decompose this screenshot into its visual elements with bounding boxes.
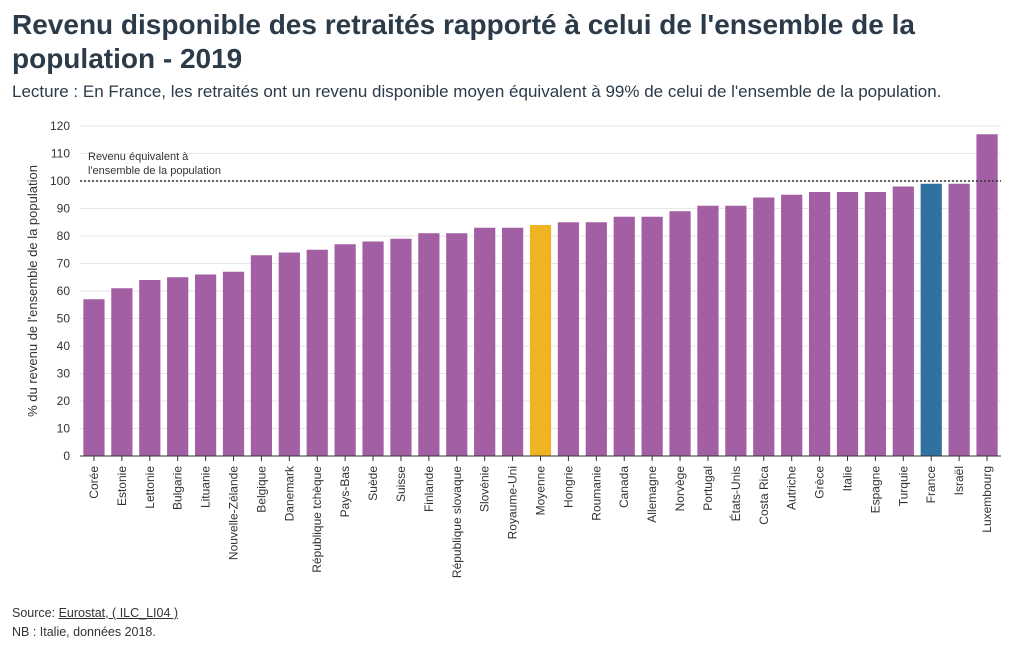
x-tick-label: Danemark [282,465,296,521]
y-tick-label: 60 [57,284,71,298]
y-tick-label: 10 [57,422,71,436]
bar-5[interactable] [222,271,245,456]
bar-14[interactable] [474,227,496,456]
y-tick-label: 90 [57,202,71,216]
bar-26[interactable] [808,192,831,456]
x-tick-label: Finlande [422,466,436,512]
x-tick-label: Slovénie [478,466,492,512]
bar-9[interactable] [334,244,356,456]
bar-22[interactable] [697,205,719,456]
bar-10[interactable] [362,241,384,457]
footnote: NB : Italie, données 2018. [12,625,156,639]
bar-6[interactable] [250,255,273,456]
bar-7[interactable] [278,252,300,457]
bar-32[interactable] [976,134,998,456]
x-tick-label: Bulgarie [171,466,185,510]
bar-21[interactable] [669,211,691,456]
y-tick-label: 50 [57,312,71,326]
x-tick-label: États-Unis [728,466,743,521]
chart-title: Revenu disponible des retraités rapporté… [12,9,915,74]
x-tick-label: République slovaque [450,466,464,578]
bar-13[interactable] [446,233,468,456]
bar-16[interactable] [529,225,552,456]
y-tick-label: 40 [57,339,71,353]
x-tick-label: Italie [841,466,855,492]
y-tick-label: 0 [63,449,70,463]
x-tick-label: Autriche [785,466,799,510]
x-tick-label: Allemagne [645,466,659,523]
y-tick-label: 120 [50,119,70,133]
x-tick-label: Norvège [673,466,687,512]
x-tick-label: Canada [617,466,631,508]
x-tick-label: Roumanie [589,466,603,521]
bar-20[interactable] [641,216,663,456]
bar-4[interactable] [194,274,217,457]
bar-29[interactable] [892,186,914,457]
x-tick-label: Portugal [701,466,715,511]
bar-25[interactable] [781,194,803,456]
source-line: Source: Eurostat, ( ILC_LI04 ) [12,604,178,623]
bar-12[interactable] [418,233,440,456]
x-tick-label: Suisse [394,466,408,502]
x-tick-label: Estonie [115,466,129,506]
x-tick-label: France [924,466,938,504]
bar-2[interactable] [139,280,161,456]
bar-8[interactable] [306,249,328,456]
chart-footer: Source: Eurostat, ( ILC_LI04 ) NB : Ital… [12,604,178,642]
x-tick-label: Israël [952,466,966,495]
y-tick-label: 20 [57,394,71,408]
bar-11[interactable] [390,238,412,456]
reference-line-label: Revenu équivalent à l'ensemble de la popu… [88,151,221,177]
x-tick-label: Corée [87,466,101,499]
x-tick-label: Turquie [896,466,910,507]
x-tick-label: République tchèque [310,466,324,573]
x-tick-label: Espagne [868,466,882,514]
bar-24[interactable] [753,197,775,457]
y-tick-label: 100 [50,174,70,188]
source-prefix: Source: [12,606,59,620]
chart-subtitle: Lecture : En France, les retraités ont u… [12,82,942,101]
y-tick-label: 110 [51,147,70,161]
x-tick-label: Nouvelle-Zélande [227,466,241,560]
x-tick-label: Belgique [254,466,268,513]
bar-0[interactable] [83,299,105,456]
x-tick-label: Suède [366,466,380,501]
bar-28[interactable] [864,192,887,456]
y-tick-label: 70 [57,257,71,271]
bar-19[interactable] [613,216,635,456]
x-tick-label: Pays-Bas [338,466,352,517]
x-tick-label: Costa Rica [757,466,771,525]
y-tick-label: 80 [57,229,71,243]
x-tick-label: Grèce [813,466,827,499]
x-tick-label: Royaume-Uni [506,466,520,539]
y-axis-label: % du revenu de l'ensemble de la populati… [25,165,40,417]
x-tick-label: Luxembourg [980,466,994,533]
y-tick-label: 30 [57,367,71,381]
x-tick-label: Lettonie [143,466,157,509]
bar-18[interactable] [585,222,607,456]
bar-27[interactable] [836,192,859,456]
source-link[interactable]: Eurostat, ( ILC_LI04 ) [58,606,179,620]
x-tick-label: Hongrie [561,466,575,508]
x-tick-label: Moyenne [534,466,548,516]
bar-31[interactable] [948,183,970,456]
bar-3[interactable] [167,277,189,456]
bar-1[interactable] [111,288,133,456]
bar-15[interactable] [501,227,524,456]
bar-chart: 0 10 20 30 40 50 60 70 80 90 100 110 120 % du revenu … [25,119,1001,578]
bar-23[interactable] [725,205,747,456]
bar-17[interactable] [557,222,580,456]
x-tick-label: Lituanie [199,466,213,508]
bar-30[interactable] [920,183,942,456]
